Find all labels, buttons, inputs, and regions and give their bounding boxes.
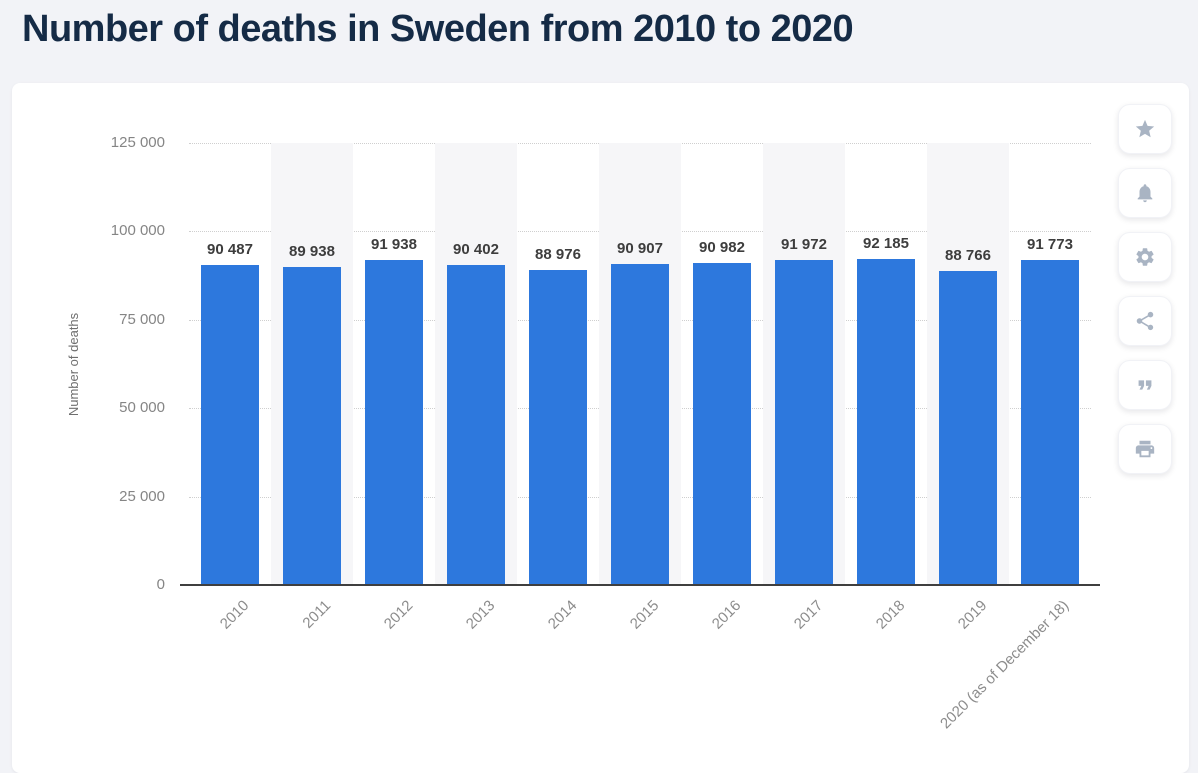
bar-value-label: 91 972 xyxy=(781,236,827,253)
chart-column: 88 766 xyxy=(927,143,1009,585)
x-axis-label: 2013 xyxy=(462,597,499,633)
x-axis-label: 2017 xyxy=(790,597,827,633)
chart-column: 89 938 xyxy=(271,143,353,585)
chart-column: 90 982 xyxy=(681,143,763,585)
share-button[interactable] xyxy=(1118,296,1172,346)
gear-icon xyxy=(1136,248,1154,266)
plot-area: 90 487 89 938 91 938 90 402 88 976 90 907 90 9… xyxy=(189,143,1091,585)
y-tick-label: 50 000 xyxy=(119,399,165,417)
chart-column: 91 938 xyxy=(353,143,435,585)
chart-column: 88 976 xyxy=(517,143,599,585)
alerts-button[interactable] xyxy=(1118,168,1172,218)
bar-series: 90 487 89 938 91 938 90 402 88 976 90 907 90 9… xyxy=(189,143,1091,585)
favorite-button[interactable] xyxy=(1118,104,1172,154)
x-axis-label: 2010 xyxy=(216,597,253,633)
bar-value-label: 90 402 xyxy=(453,241,499,258)
chart-column: 90 487 xyxy=(189,143,271,585)
bar[interactable] xyxy=(283,267,341,585)
x-axis-label: 2011 xyxy=(299,597,335,632)
x-axis-label: 2012 xyxy=(380,597,417,633)
bar[interactable] xyxy=(201,265,259,585)
x-axis-label: 2019 xyxy=(954,597,991,633)
bar[interactable] xyxy=(365,260,423,585)
quote-icon xyxy=(1138,380,1152,390)
x-axis-label: 2018 xyxy=(872,597,909,633)
bar[interactable] xyxy=(529,270,587,585)
y-tick-label: 125 000 xyxy=(110,134,165,151)
bar-value-label: 92 185 xyxy=(863,235,909,252)
bar[interactable] xyxy=(775,260,833,585)
share-icon xyxy=(1136,311,1154,331)
x-axis-label: 2015 xyxy=(626,597,663,633)
x-axis-line xyxy=(180,584,1100,586)
bar-value-label: 90 982 xyxy=(699,239,745,256)
bar-value-label: 88 766 xyxy=(945,247,991,264)
bar[interactable] xyxy=(447,265,505,585)
bar-value-label: 91 938 xyxy=(371,236,417,253)
bar[interactable] xyxy=(939,271,997,585)
y-tick-label: 100 000 xyxy=(110,222,165,240)
cite-button[interactable] xyxy=(1118,360,1172,410)
bar-value-label: 91 773 xyxy=(1027,236,1073,253)
settings-button[interactable] xyxy=(1118,232,1172,282)
print-button[interactable] xyxy=(1118,424,1172,474)
chart-card: Number of deaths 125 000 100 000 75 000 50 … xyxy=(12,83,1189,773)
x-axis-label: 2014 xyxy=(544,597,581,633)
star-icon xyxy=(1135,119,1155,138)
bar[interactable] xyxy=(857,259,915,585)
bar-value-label: 90 907 xyxy=(617,240,663,257)
y-tick-label: 0 xyxy=(156,576,165,593)
printer-icon xyxy=(1135,440,1155,458)
bar[interactable] xyxy=(611,264,669,585)
bar[interactable] xyxy=(1021,260,1079,585)
chart-column: 92 185 xyxy=(845,143,927,585)
y-axis-title: Number of deaths xyxy=(64,143,84,585)
bar-value-label: 89 938 xyxy=(289,243,335,260)
bar-value-label: 88 976 xyxy=(535,246,581,263)
x-axis-label: 2016 xyxy=(708,597,745,633)
y-tick-label: 25 000 xyxy=(119,487,165,505)
chart-column: 90 402 xyxy=(435,143,517,585)
bar-value-label: 90 487 xyxy=(207,241,253,258)
y-tick-label: 75 000 xyxy=(119,310,165,328)
bar[interactable] xyxy=(693,263,751,585)
chart-column: 91 972 xyxy=(763,143,845,585)
chart-column: 90 907 xyxy=(599,143,681,585)
page-title: Number of deaths in Sweden from 2010 to … xyxy=(22,8,854,50)
bell-icon xyxy=(1137,184,1153,203)
chart-column: 91 773 xyxy=(1009,143,1091,585)
